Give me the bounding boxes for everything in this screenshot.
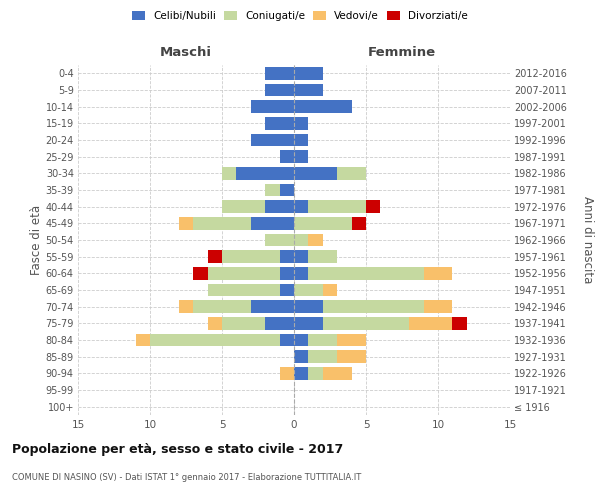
Bar: [294, 267, 308, 280]
Bar: [308, 200, 366, 213]
Bar: [265, 184, 280, 196]
Bar: [265, 84, 294, 96]
Bar: [193, 300, 251, 313]
Bar: [323, 317, 409, 330]
Bar: [280, 284, 294, 296]
Bar: [236, 167, 294, 179]
Bar: [308, 367, 323, 380]
Bar: [294, 167, 337, 179]
Bar: [294, 200, 308, 213]
Bar: [308, 334, 337, 346]
Bar: [424, 300, 452, 313]
Bar: [280, 334, 294, 346]
Bar: [222, 250, 280, 263]
Bar: [265, 317, 294, 330]
Bar: [208, 284, 280, 296]
Bar: [323, 367, 352, 380]
Bar: [294, 150, 308, 163]
Bar: [251, 300, 294, 313]
Bar: [251, 100, 294, 113]
Legend: Celibi/Nubili, Coniugati/e, Vedovi/e, Divorziati/e: Celibi/Nubili, Coniugati/e, Vedovi/e, Di…: [129, 8, 471, 24]
Text: Maschi: Maschi: [160, 46, 212, 60]
Bar: [294, 317, 323, 330]
Bar: [294, 234, 308, 246]
Y-axis label: Anni di nascita: Anni di nascita: [581, 196, 594, 284]
Bar: [294, 334, 308, 346]
Bar: [222, 317, 265, 330]
Bar: [294, 117, 308, 130]
Bar: [265, 117, 294, 130]
Bar: [366, 200, 380, 213]
Bar: [222, 200, 265, 213]
Bar: [150, 334, 280, 346]
Bar: [265, 67, 294, 80]
Text: Femmine: Femmine: [368, 46, 436, 60]
Bar: [352, 217, 366, 230]
Bar: [409, 317, 452, 330]
Bar: [265, 234, 294, 246]
Bar: [136, 334, 150, 346]
Bar: [179, 217, 193, 230]
Bar: [294, 100, 352, 113]
Bar: [308, 250, 337, 263]
Bar: [323, 284, 337, 296]
Bar: [424, 267, 452, 280]
Bar: [265, 200, 294, 213]
Bar: [193, 217, 251, 230]
Bar: [280, 250, 294, 263]
Bar: [294, 84, 323, 96]
Bar: [294, 284, 323, 296]
Y-axis label: Fasce di età: Fasce di età: [29, 205, 43, 275]
Bar: [280, 150, 294, 163]
Bar: [294, 67, 323, 80]
Bar: [308, 350, 337, 363]
Bar: [193, 267, 208, 280]
Bar: [323, 300, 424, 313]
Bar: [208, 250, 222, 263]
Bar: [294, 350, 308, 363]
Text: Popolazione per età, sesso e stato civile - 2017: Popolazione per età, sesso e stato civil…: [12, 442, 343, 456]
Bar: [208, 317, 222, 330]
Bar: [280, 367, 294, 380]
Bar: [308, 234, 323, 246]
Bar: [208, 267, 280, 280]
Bar: [294, 367, 308, 380]
Bar: [294, 300, 323, 313]
Bar: [222, 167, 236, 179]
Bar: [280, 267, 294, 280]
Bar: [452, 317, 467, 330]
Bar: [251, 217, 294, 230]
Bar: [280, 184, 294, 196]
Bar: [308, 267, 424, 280]
Bar: [251, 134, 294, 146]
Text: COMUNE DI NASINO (SV) - Dati ISTAT 1° gennaio 2017 - Elaborazione TUTTITALIA.IT: COMUNE DI NASINO (SV) - Dati ISTAT 1° ge…: [12, 472, 361, 482]
Bar: [179, 300, 193, 313]
Bar: [337, 334, 366, 346]
Bar: [294, 134, 308, 146]
Bar: [337, 167, 366, 179]
Bar: [337, 350, 366, 363]
Bar: [294, 250, 308, 263]
Bar: [294, 217, 352, 230]
